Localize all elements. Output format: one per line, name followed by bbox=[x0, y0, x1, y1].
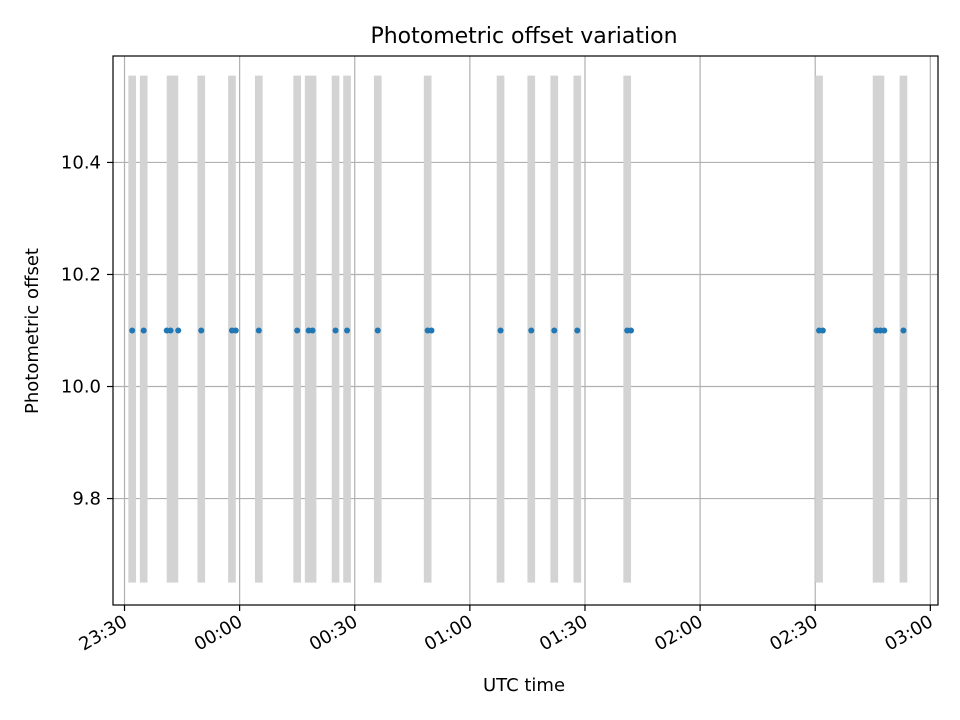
data-point bbox=[232, 327, 239, 334]
plot-area-frame bbox=[112, 55, 939, 606]
data-point bbox=[574, 327, 581, 334]
data-point bbox=[309, 327, 316, 334]
data-point bbox=[881, 327, 888, 334]
data-point bbox=[628, 327, 635, 334]
data-point bbox=[167, 327, 174, 334]
data-point bbox=[551, 327, 558, 334]
data-point bbox=[140, 327, 147, 334]
chart-title: Photometric offset variation bbox=[370, 24, 677, 49]
data-point bbox=[332, 327, 339, 334]
data-point bbox=[497, 327, 504, 334]
y-tick-label: 9.8 bbox=[72, 489, 101, 510]
data-point bbox=[900, 327, 907, 334]
y-tick-label: 10.4 bbox=[61, 152, 101, 173]
y-tick-label: 10.0 bbox=[61, 377, 101, 398]
x-axis-label: UTC time bbox=[483, 675, 565, 696]
data-point bbox=[819, 327, 826, 334]
y-axis-ticks: 9.8 10.0 10.2 10.4 bbox=[61, 152, 113, 510]
data-point bbox=[374, 327, 381, 334]
observation-band bbox=[170, 75, 179, 583]
data-point bbox=[528, 327, 535, 334]
data-point bbox=[175, 327, 182, 334]
data-point bbox=[344, 327, 351, 334]
data-points bbox=[129, 327, 907, 334]
data-point bbox=[294, 327, 301, 334]
data-point bbox=[255, 327, 262, 334]
data-point bbox=[129, 327, 136, 334]
data-point bbox=[428, 327, 435, 334]
y-gridlines bbox=[113, 161, 938, 500]
data-point bbox=[198, 327, 205, 334]
y-axis-label: Photometric offset bbox=[22, 248, 43, 414]
y-tick-label: 10.2 bbox=[61, 264, 101, 285]
